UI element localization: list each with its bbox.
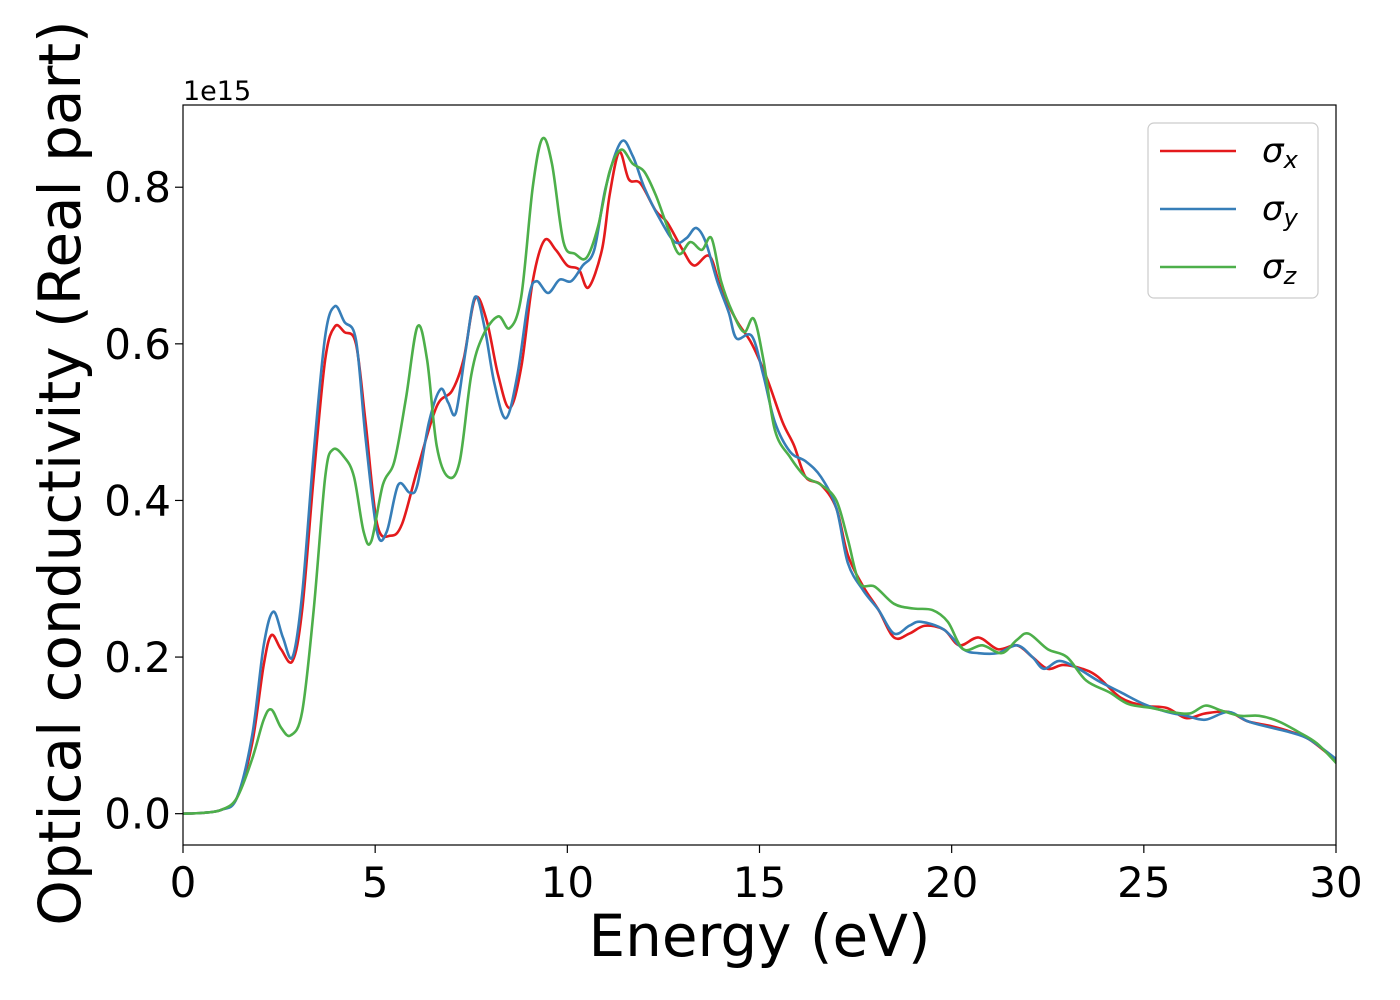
y-tick-label: 0.6	[104, 320, 171, 369]
x-axis-ticks: 0 5 10 15 20 25 30	[170, 845, 1363, 907]
legend-box	[1147, 122, 1319, 299]
x-tick-label: 5	[362, 858, 389, 907]
y-axis-title: Optical conductivity (Real part)	[26, 20, 94, 925]
y-tick-label: 0.8	[104, 163, 171, 212]
x-tick-label: 10	[541, 858, 594, 907]
x-tick-label: 0	[170, 858, 197, 907]
y-axis-ticks: 0.0 0.2 0.4 0.6 0.8	[104, 163, 183, 839]
legend-label-x: σx	[1262, 131, 1299, 174]
x-tick-label: 25	[1117, 858, 1170, 907]
y-tick-label: 0.2	[104, 633, 171, 682]
x-axis-title: Energy (eV)	[588, 902, 930, 970]
y-offset-label: 1e15	[183, 76, 251, 107]
x-tick-label: 30	[1309, 858, 1362, 907]
legend-label-z: σz	[1262, 247, 1298, 290]
x-tick-label: 15	[733, 858, 786, 907]
x-tick-label: 20	[925, 858, 978, 907]
legend-label-y: σy	[1262, 189, 1299, 232]
series-line-z	[183, 136, 1336, 815]
series-line-y	[183, 139, 1336, 815]
y-tick-label: 0.0	[104, 790, 171, 839]
legend: σx σy σz	[1147, 122, 1319, 299]
y-tick-label: 0.4	[104, 476, 171, 525]
series-layer	[183, 136, 1336, 815]
